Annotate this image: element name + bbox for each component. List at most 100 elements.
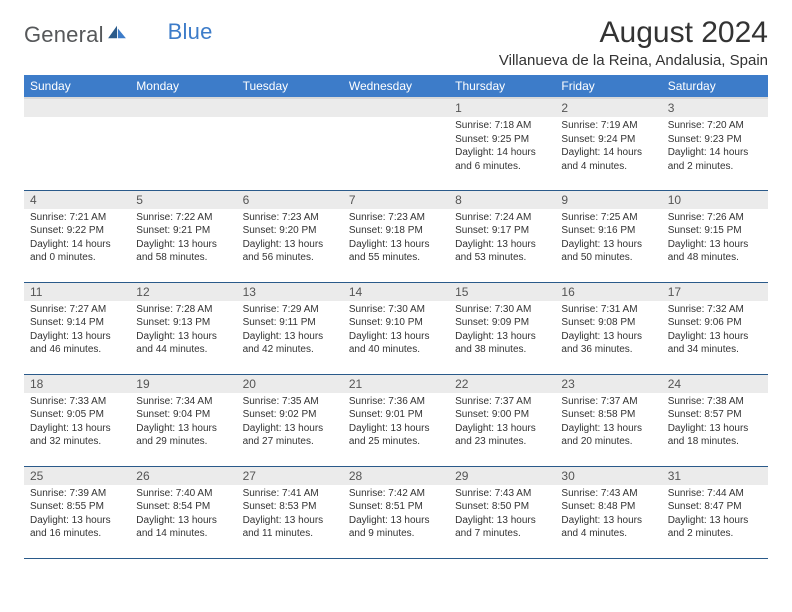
day-line: Daylight: 13 hours [455,238,549,252]
day-line: Sunrise: 7:42 AM [349,487,443,501]
day-body: Sunrise: 7:34 AMSunset: 9:04 PMDaylight:… [130,393,236,453]
day-number: 13 [237,283,343,301]
day-line: Daylight: 13 hours [561,330,655,344]
day-body: Sunrise: 7:21 AMSunset: 9:22 PMDaylight:… [24,209,130,269]
day-body [343,117,449,123]
day-line: and 55 minutes. [349,251,443,265]
page-subtitle: Villanueva de la Reina, Andalusia, Spain [499,52,768,69]
week-row: 25Sunrise: 7:39 AMSunset: 8:55 PMDayligh… [24,466,768,558]
day-line: Sunset: 9:23 PM [668,133,762,147]
day-line: Sunset: 9:17 PM [455,224,549,238]
day-number: 26 [130,467,236,485]
day-line: Sunrise: 7:32 AM [668,303,762,317]
day-line: Daylight: 13 hours [455,422,549,436]
day-number [237,99,343,117]
day-line: Sunset: 8:53 PM [243,500,337,514]
day-cell: 25Sunrise: 7:39 AMSunset: 8:55 PMDayligh… [24,466,130,558]
day-line: Sunrise: 7:37 AM [561,395,655,409]
day-line: and 38 minutes. [455,343,549,357]
day-cell: 31Sunrise: 7:44 AMSunset: 8:47 PMDayligh… [662,466,768,558]
day-line: Daylight: 13 hours [349,330,443,344]
day-line: Sunrise: 7:30 AM [349,303,443,317]
day-line: Sunset: 9:05 PM [30,408,124,422]
day-number: 21 [343,375,449,393]
day-number: 8 [449,191,555,209]
day-number [24,99,130,117]
day-cell: 19Sunrise: 7:34 AMSunset: 9:04 PMDayligh… [130,374,236,466]
day-line: Sunset: 9:08 PM [561,316,655,330]
day-line: Sunrise: 7:26 AM [668,211,762,225]
day-number: 24 [662,375,768,393]
day-line: Sunset: 8:48 PM [561,500,655,514]
day-number: 18 [24,375,130,393]
calendar-table: Sunday Monday Tuesday Wednesday Thursday… [24,75,768,559]
day-line: Daylight: 14 hours [455,146,549,160]
week-row: 4Sunrise: 7:21 AMSunset: 9:22 PMDaylight… [24,190,768,282]
day-cell [24,98,130,190]
day-number: 4 [24,191,130,209]
day-body: Sunrise: 7:25 AMSunset: 9:16 PMDaylight:… [555,209,661,269]
day-line: Sunset: 9:13 PM [136,316,230,330]
day-cell: 3Sunrise: 7:20 AMSunset: 9:23 PMDaylight… [662,98,768,190]
day-line: Sunset: 9:00 PM [455,408,549,422]
day-line: Sunrise: 7:22 AM [136,211,230,225]
day-line: Daylight: 13 hours [243,514,337,528]
day-line: Sunset: 9:06 PM [668,316,762,330]
day-cell: 11Sunrise: 7:27 AMSunset: 9:14 PMDayligh… [24,282,130,374]
day-cell: 22Sunrise: 7:37 AMSunset: 9:00 PMDayligh… [449,374,555,466]
day-line: and 14 minutes. [136,527,230,541]
sail-icon [104,24,128,48]
day-body: Sunrise: 7:36 AMSunset: 9:01 PMDaylight:… [343,393,449,453]
day-cell: 29Sunrise: 7:43 AMSunset: 8:50 PMDayligh… [449,466,555,558]
day-line: Daylight: 13 hours [136,330,230,344]
day-cell: 2Sunrise: 7:19 AMSunset: 9:24 PMDaylight… [555,98,661,190]
day-line: Daylight: 13 hours [668,422,762,436]
day-line: Sunset: 9:09 PM [455,316,549,330]
day-cell: 4Sunrise: 7:21 AMSunset: 9:22 PMDaylight… [24,190,130,282]
day-number: 15 [449,283,555,301]
day-line: Daylight: 13 hours [561,514,655,528]
day-line: Daylight: 13 hours [349,422,443,436]
day-line: Sunrise: 7:34 AM [136,395,230,409]
day-line: and 9 minutes. [349,527,443,541]
day-body: Sunrise: 7:20 AMSunset: 9:23 PMDaylight:… [662,117,768,177]
day-line: Sunrise: 7:23 AM [349,211,443,225]
day-line: Sunrise: 7:28 AM [136,303,230,317]
day-line: Sunrise: 7:27 AM [30,303,124,317]
day-cell: 27Sunrise: 7:41 AMSunset: 8:53 PMDayligh… [237,466,343,558]
day-number: 31 [662,467,768,485]
day-cell: 5Sunrise: 7:22 AMSunset: 9:21 PMDaylight… [130,190,236,282]
day-cell: 30Sunrise: 7:43 AMSunset: 8:48 PMDayligh… [555,466,661,558]
day-cell [343,98,449,190]
day-line: Sunrise: 7:43 AM [455,487,549,501]
day-number: 6 [237,191,343,209]
day-line: Sunset: 8:51 PM [349,500,443,514]
day-body: Sunrise: 7:26 AMSunset: 9:15 PMDaylight:… [662,209,768,269]
day-number: 3 [662,99,768,117]
day-line: Daylight: 13 hours [30,330,124,344]
day-line: and 56 minutes. [243,251,337,265]
day-line: and 46 minutes. [30,343,124,357]
day-line: Sunrise: 7:40 AM [136,487,230,501]
day-line: Sunrise: 7:31 AM [561,303,655,317]
day-body: Sunrise: 7:33 AMSunset: 9:05 PMDaylight:… [24,393,130,453]
week-row: 11Sunrise: 7:27 AMSunset: 9:14 PMDayligh… [24,282,768,374]
day-header-row: Sunday Monday Tuesday Wednesday Thursday… [24,75,768,98]
day-body: Sunrise: 7:18 AMSunset: 9:25 PMDaylight:… [449,117,555,177]
day-body: Sunrise: 7:43 AMSunset: 8:48 PMDaylight:… [555,485,661,545]
day-cell: 7Sunrise: 7:23 AMSunset: 9:18 PMDaylight… [343,190,449,282]
header-row: GeneralBlue August 2024 Villanueva de la… [24,16,768,69]
day-line: Daylight: 14 hours [30,238,124,252]
day-body: Sunrise: 7:30 AMSunset: 9:09 PMDaylight:… [449,301,555,361]
day-cell: 6Sunrise: 7:23 AMSunset: 9:20 PMDaylight… [237,190,343,282]
day-line: and 34 minutes. [668,343,762,357]
day-line: and 27 minutes. [243,435,337,449]
day-body: Sunrise: 7:29 AMSunset: 9:11 PMDaylight:… [237,301,343,361]
day-body [130,117,236,123]
day-line: and 2 minutes. [668,160,762,174]
day-line: Sunrise: 7:38 AM [668,395,762,409]
day-body: Sunrise: 7:30 AMSunset: 9:10 PMDaylight:… [343,301,449,361]
day-line: Daylight: 13 hours [668,330,762,344]
day-line: Sunrise: 7:18 AM [455,119,549,133]
week-row: 1Sunrise: 7:18 AMSunset: 9:25 PMDaylight… [24,98,768,190]
